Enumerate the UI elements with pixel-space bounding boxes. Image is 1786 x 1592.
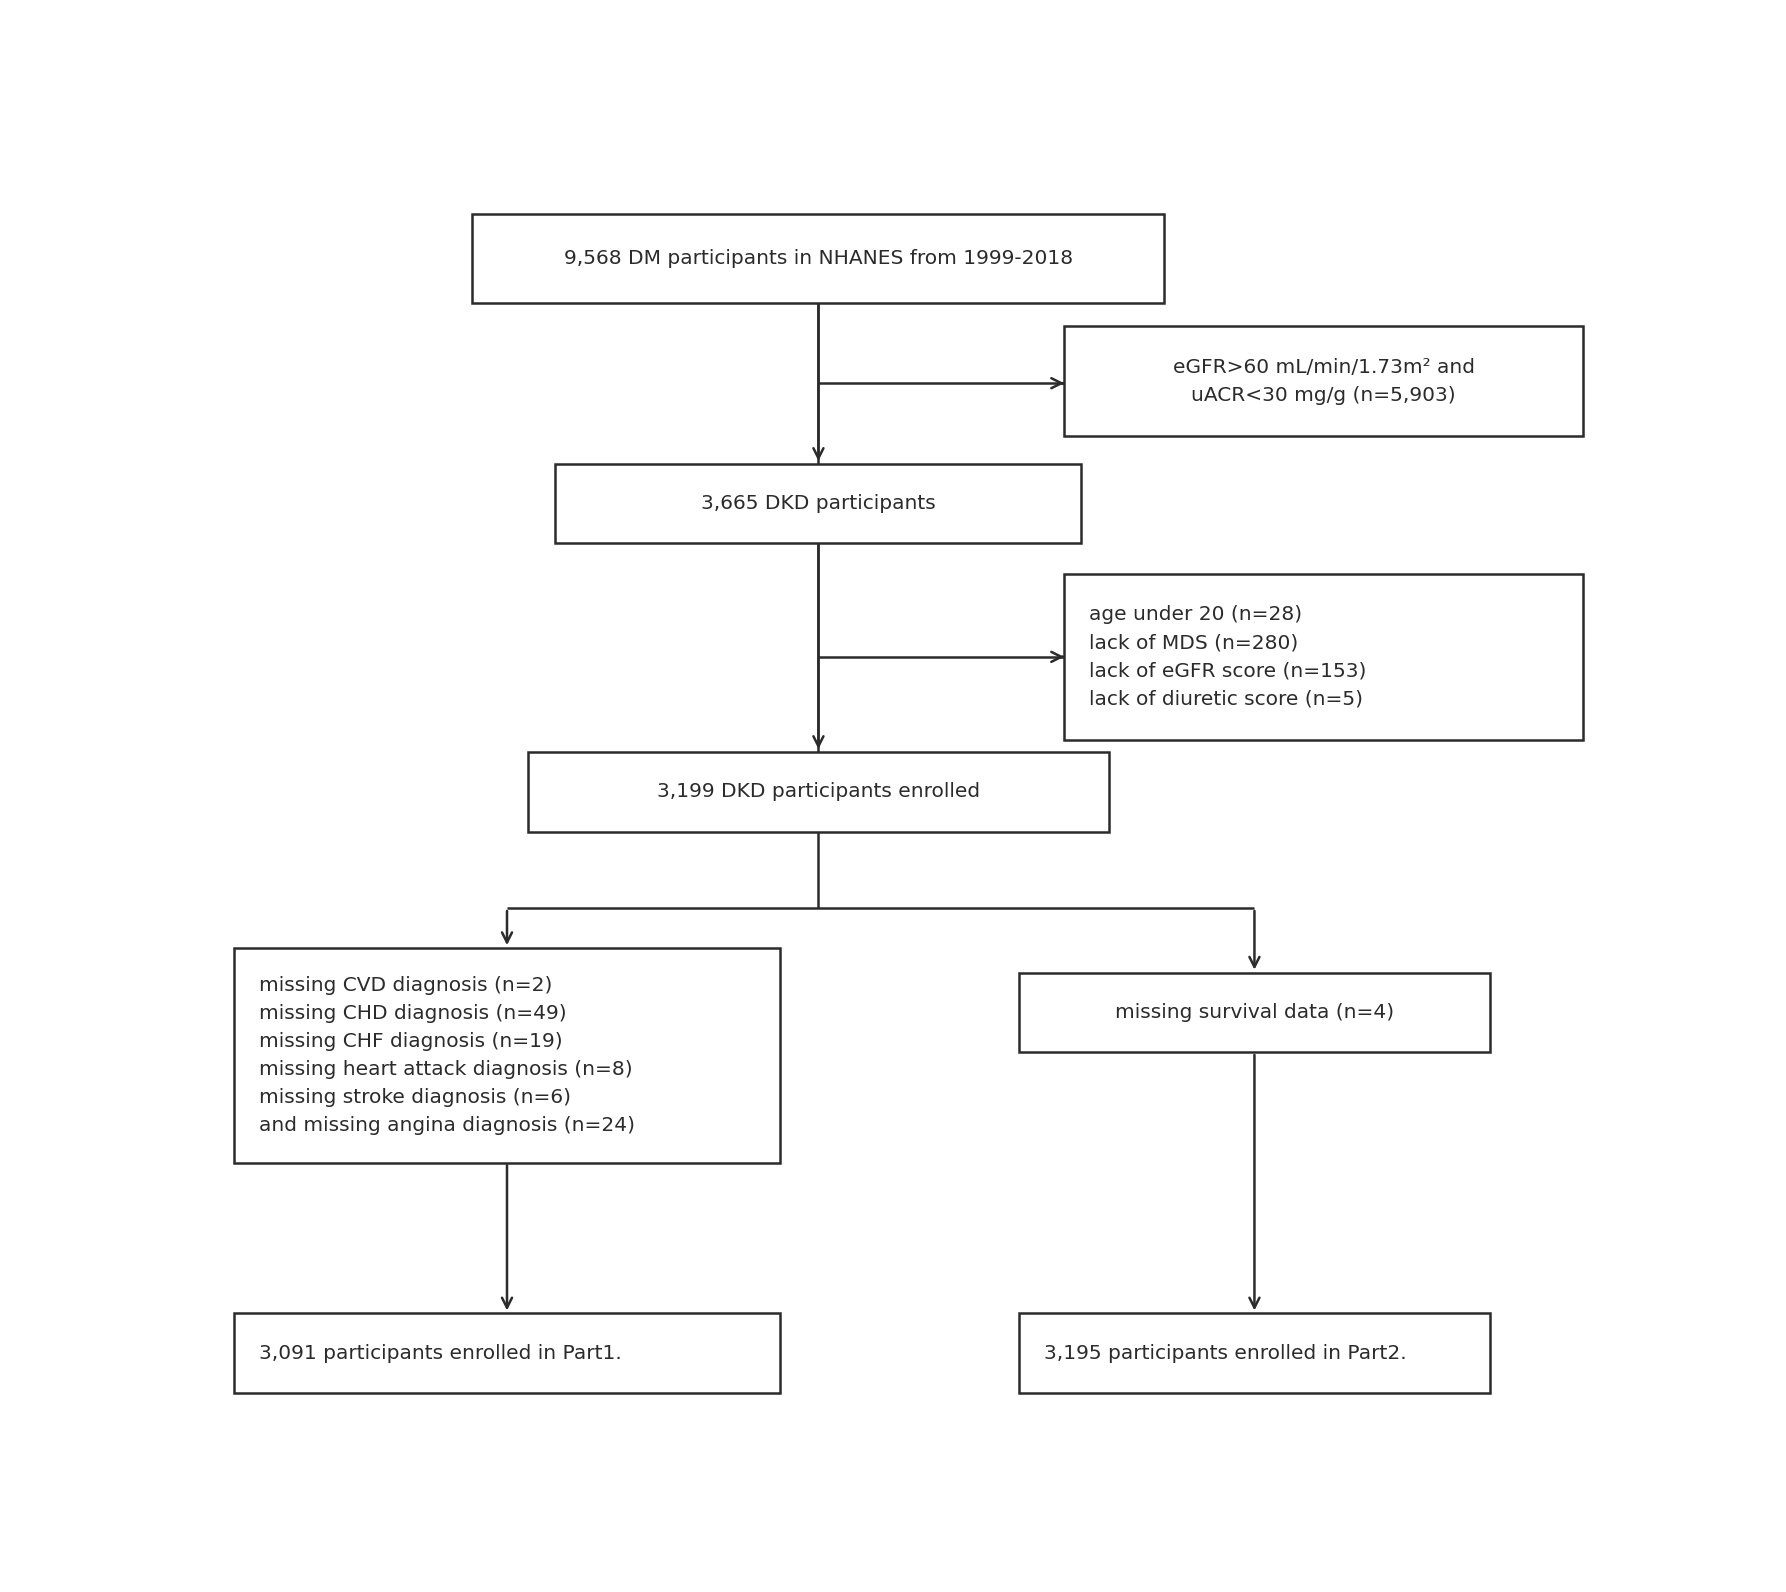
FancyBboxPatch shape [1064, 575, 1582, 740]
FancyBboxPatch shape [1020, 973, 1490, 1052]
FancyBboxPatch shape [1020, 1313, 1490, 1393]
FancyBboxPatch shape [234, 1313, 780, 1393]
FancyBboxPatch shape [529, 751, 1109, 831]
Text: 9,568 DM participants in NHANES from 1999-2018: 9,568 DM participants in NHANES from 199… [564, 248, 1073, 267]
Text: 3,091 participants enrolled in Part1.: 3,091 participants enrolled in Part1. [259, 1344, 622, 1363]
Text: 3,195 participants enrolled in Part2.: 3,195 participants enrolled in Part2. [1045, 1344, 1407, 1363]
Text: age under 20 (n=28)
lack of MDS (n=280)
lack of eGFR score (n=153)
lack of diure: age under 20 (n=28) lack of MDS (n=280) … [1089, 605, 1366, 708]
Text: eGFR>60 mL/min/1.73m² and
uACR<30 mg/g (n=5,903): eGFR>60 mL/min/1.73m² and uACR<30 mg/g (… [1173, 358, 1475, 404]
Text: 3,665 DKD participants: 3,665 DKD participants [702, 494, 936, 513]
FancyBboxPatch shape [1064, 326, 1582, 436]
Text: missing CVD diagnosis (n=2)
missing CHD diagnosis (n=49)
missing CHF diagnosis (: missing CVD diagnosis (n=2) missing CHD … [259, 976, 634, 1135]
Text: 3,199 DKD participants enrolled: 3,199 DKD participants enrolled [657, 782, 981, 801]
Text: missing survival data (n=4): missing survival data (n=4) [1114, 1003, 1395, 1022]
FancyBboxPatch shape [472, 215, 1164, 302]
FancyBboxPatch shape [555, 463, 1082, 543]
FancyBboxPatch shape [234, 947, 780, 1162]
